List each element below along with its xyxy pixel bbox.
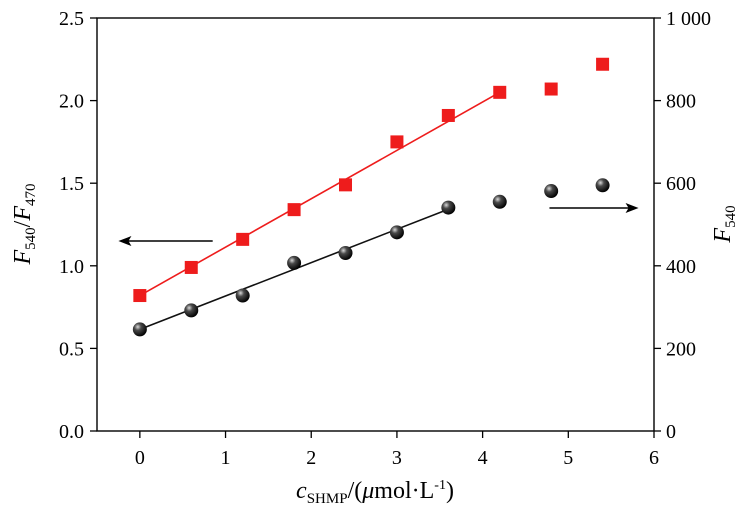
- arrow-left-annotation: [118, 236, 213, 247]
- x-axis-ticks: 0 1 2 3 4 5 6: [135, 431, 659, 469]
- plot-area-frame: [96, 17, 655, 432]
- right-y-axis-label: F540: [710, 205, 739, 243]
- left-y-axis-label: F540/F470: [10, 183, 39, 265]
- right-y-tick-label: 800: [666, 91, 696, 113]
- red-square-point: [339, 178, 353, 192]
- red-square-point: [184, 260, 198, 274]
- red-square-point: [493, 85, 507, 99]
- right-y-tick-label: 600: [666, 173, 696, 195]
- black-sphere-point: [492, 194, 507, 209]
- arrow-right-annotation: [549, 202, 639, 213]
- right-y-tick-label: 0: [666, 421, 676, 443]
- black-sphere-point: [132, 322, 147, 337]
- left-y-tick-label: 0.0: [59, 421, 84, 443]
- x-tick-label: 4: [478, 447, 488, 469]
- left-y-axis-ticks: 0.0 0.5 1.0 1.5 2.0 2.5: [59, 8, 97, 443]
- x-tick-label: 2: [306, 447, 316, 469]
- right-y-axis-ticks: 0 200 400 600 800 1 000: [654, 8, 711, 443]
- black-sphere-point: [287, 255, 302, 270]
- red-square-point: [236, 232, 250, 246]
- x-tick-label: 1: [221, 447, 231, 469]
- red-square-point: [544, 82, 558, 96]
- black-sphere-point: [338, 245, 353, 260]
- left-y-tick-label: 1.0: [59, 256, 84, 278]
- right-y-tick-label: 1 000: [666, 8, 711, 30]
- right-y-tick-label: 400: [666, 256, 696, 278]
- black-sphere-point: [595, 178, 610, 193]
- red-square-point: [441, 108, 455, 122]
- red-square-point: [596, 57, 610, 71]
- left-y-tick-label: 0.5: [59, 338, 84, 360]
- left-y-tick-label: 2.5: [59, 8, 84, 30]
- arrow-head: [625, 202, 639, 213]
- black-sphere-point: [544, 184, 559, 199]
- black-sphere-point: [184, 303, 199, 318]
- x-tick-label: 0: [135, 447, 145, 469]
- left-y-tick-label: 1.5: [59, 173, 84, 195]
- left-y-tick-label: 2.0: [59, 91, 84, 113]
- x-axis-label: cSHMP/(μmol·L-1): [296, 478, 454, 507]
- data-points: [132, 57, 610, 337]
- black-sphere-point: [235, 288, 250, 303]
- black-sphere-point: [389, 225, 404, 240]
- x-tick-label: 3: [392, 447, 402, 469]
- x-tick-label: 6: [649, 447, 659, 469]
- red-square-point: [390, 135, 404, 149]
- red-square-point: [287, 203, 301, 217]
- red-square-point: [133, 289, 147, 303]
- right-y-tick-label: 200: [666, 338, 696, 360]
- x-tick-label: 5: [563, 447, 573, 469]
- red-series-fit-line: [139, 91, 501, 297]
- black-sphere-point: [441, 200, 456, 215]
- arrow-head: [118, 236, 132, 247]
- axis-indicator-arrows: [118, 202, 639, 247]
